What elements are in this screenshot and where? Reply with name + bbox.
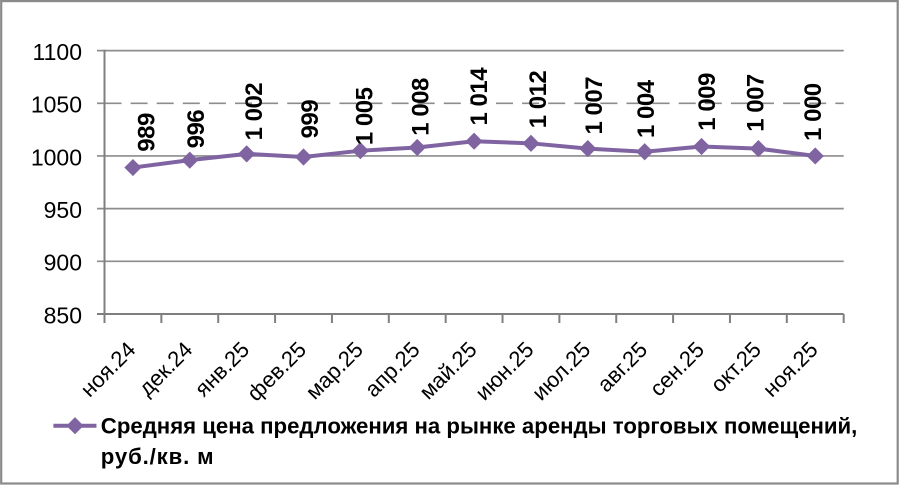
svg-text:1 002: 1 002 [241,83,268,141]
svg-text:1100: 1100 [33,39,82,65]
svg-text:1000: 1000 [31,144,82,170]
svg-text:989: 989 [134,113,161,152]
svg-text:1 007: 1 007 [743,74,770,132]
svg-text:996: 996 [183,110,210,149]
svg-text:1 014: 1 014 [466,67,493,126]
svg-text:1 007: 1 007 [581,77,608,135]
svg-text:1 004: 1 004 [633,79,660,138]
svg-text:1 008: 1 008 [407,78,434,136]
svg-text:1 012: 1 012 [525,71,552,129]
svg-text:999: 999 [297,100,324,139]
svg-text:1050: 1050 [31,92,82,118]
svg-text:1 009: 1 009 [694,73,721,131]
svg-text:950: 950 [44,197,82,223]
svg-text:1 005: 1 005 [352,87,379,145]
svg-text:Средняя цена предложения на ры: Средняя цена предложения на рынке аренды… [101,413,858,438]
svg-text:900: 900 [44,250,82,276]
svg-text:руб./кв. м: руб./кв. м [101,444,215,469]
svg-text:850: 850 [44,302,82,328]
svg-text:1 000: 1 000 [800,83,827,141]
